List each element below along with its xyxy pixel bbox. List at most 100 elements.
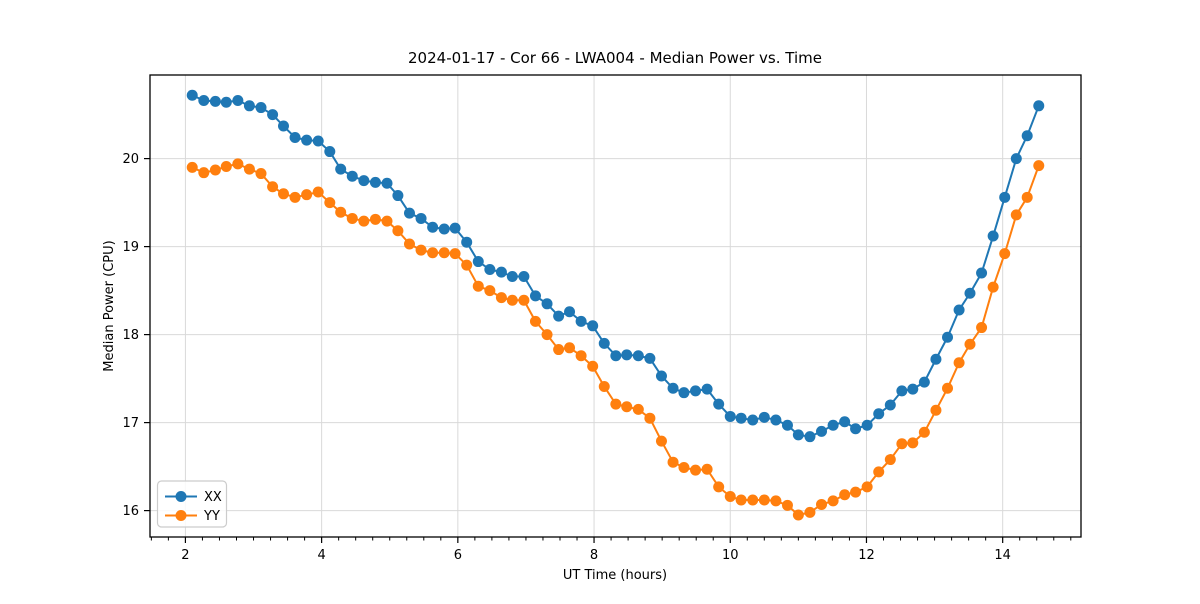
data-point-yy	[747, 494, 759, 506]
data-point-xx	[209, 95, 221, 107]
data-point-yy	[472, 280, 484, 292]
data-point-xx	[678, 387, 690, 399]
y-tick-label: 17	[122, 416, 139, 431]
data-point-yy	[953, 357, 965, 369]
data-point-yy	[1033, 160, 1045, 172]
data-point-xx	[438, 223, 450, 235]
data-point-xx	[861, 419, 873, 431]
data-point-yy	[575, 350, 587, 362]
data-point-yy	[243, 163, 255, 175]
legend: XX YY	[156, 480, 228, 528]
data-point-xx	[575, 315, 587, 327]
data-point-xx	[667, 382, 679, 394]
data-point-yy	[896, 438, 908, 450]
data-point-xx	[987, 230, 999, 242]
data-point-yy	[587, 360, 599, 372]
data-point-xx	[346, 170, 358, 182]
data-point-yy	[999, 248, 1011, 260]
data-point-xx	[964, 287, 976, 299]
data-point-xx	[186, 89, 198, 101]
data-point-xx	[449, 222, 461, 234]
y-tick-label: 18	[122, 328, 139, 343]
data-point-yy	[987, 281, 999, 293]
data-point-yy	[758, 494, 770, 506]
data-point-xx	[506, 271, 518, 283]
series-line-yy	[191, 162, 1040, 516]
data-series-xx	[186, 89, 1045, 443]
data-point-xx	[587, 320, 599, 332]
plot-border	[149, 74, 1082, 538]
y-tick-label: 19	[122, 240, 139, 255]
data-point-xx	[621, 349, 633, 361]
data-point-yy	[964, 338, 976, 350]
data-point-xx	[690, 385, 702, 397]
data-point-xx	[655, 370, 667, 382]
y-tick-label: 16	[122, 504, 139, 519]
data-point-xx	[758, 411, 770, 423]
data-point-xx	[907, 383, 919, 395]
data-point-yy	[346, 212, 358, 224]
legend-label-xx: XX	[204, 490, 222, 505]
data-point-yy	[907, 437, 919, 449]
data-point-yy	[621, 401, 633, 413]
x-tick-label: 12	[858, 548, 875, 563]
data-point-xx	[644, 352, 656, 364]
data-point-yy	[930, 404, 942, 416]
data-point-yy	[553, 344, 565, 356]
data-point-yy	[918, 426, 930, 438]
data-point-xx	[198, 95, 210, 107]
data-point-yy	[701, 463, 713, 475]
data-point-xx	[747, 414, 759, 426]
data-point-yy	[277, 188, 289, 200]
data-point-yy	[335, 206, 347, 218]
data-point-yy	[644, 412, 656, 424]
data-point-yy	[186, 161, 198, 173]
data-point-yy	[541, 329, 553, 341]
data-point-xx	[701, 383, 713, 395]
data-point-yy	[850, 486, 862, 498]
data-point-yy	[564, 342, 576, 354]
data-point-yy	[678, 461, 690, 473]
data-point-xx	[953, 304, 965, 316]
data-point-xx	[518, 271, 530, 283]
data-point-yy	[415, 244, 427, 256]
data-point-xx	[267, 109, 279, 121]
data-point-xx	[529, 290, 541, 302]
data-point-xx	[918, 376, 930, 388]
x-tick-label: 4	[317, 548, 325, 563]
data-point-xx	[255, 102, 267, 114]
data-point-yy	[770, 495, 782, 507]
data-point-yy	[449, 248, 461, 260]
data-point-yy	[816, 498, 828, 510]
data-point-yy	[713, 481, 725, 493]
data-point-xx	[896, 385, 908, 397]
axis-ticks: 2 4 6 8 10 12 14 16 17 18 19 20	[122, 152, 1072, 563]
data-point-xx	[850, 423, 862, 435]
data-point-xx	[358, 175, 370, 187]
data-point-yy	[209, 164, 221, 176]
data-point-xx	[220, 96, 232, 108]
x-tick-label: 2	[181, 548, 189, 563]
data-point-xx	[289, 131, 301, 143]
data-point-yy	[610, 398, 622, 410]
data-point-yy	[873, 466, 885, 478]
data-point-xx	[713, 398, 725, 410]
data-point-xx	[1010, 153, 1022, 165]
data-point-yy	[312, 186, 324, 198]
data-point-xx	[839, 416, 851, 428]
data-point-yy	[369, 213, 381, 225]
data-point-xx	[632, 350, 644, 362]
data-point-yy	[839, 489, 851, 501]
data-point-yy	[598, 381, 610, 393]
data-point-yy	[632, 403, 644, 415]
data-point-yy	[403, 238, 415, 250]
data-point-xx	[770, 414, 782, 426]
data-point-xx	[472, 256, 484, 268]
data-series-layer	[186, 89, 1045, 521]
data-point-yy	[529, 315, 541, 327]
data-point-xx	[598, 337, 610, 349]
data-point-yy	[255, 168, 267, 180]
data-point-yy	[506, 294, 518, 306]
data-point-xx	[930, 353, 942, 365]
